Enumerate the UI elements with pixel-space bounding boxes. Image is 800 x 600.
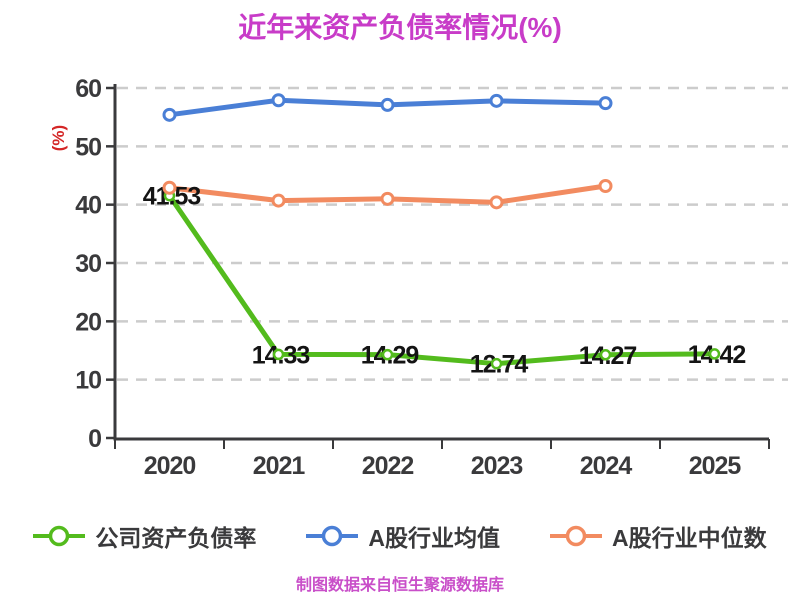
legend-label: A股行业均值	[368, 525, 500, 551]
svg-text:2023: 2023	[471, 452, 523, 480]
svg-text:60: 60	[75, 75, 101, 103]
legend-item-industry-mean[interactable]: A股行业均值	[306, 519, 500, 553]
svg-text:30: 30	[75, 250, 101, 278]
svg-text:2022: 2022	[362, 452, 414, 480]
svg-text:50: 50	[75, 133, 101, 161]
legend-item-company-debt-ratio[interactable]: 公司资产负债率	[33, 519, 256, 553]
legend-line-circle-icon	[306, 525, 359, 547]
svg-text:20: 20	[75, 308, 101, 336]
svg-text:2020: 2020	[144, 452, 196, 480]
legend-line-circle-icon	[33, 525, 86, 547]
svg-text:2021: 2021	[253, 452, 306, 480]
svg-text:(%): (%)	[49, 125, 68, 151]
legend-item-industry-median[interactable]: A股行业中位数	[550, 519, 767, 553]
svg-text:2025: 2025	[689, 452, 742, 480]
chart-source-note: 制图数据来自恒生聚源数据库	[295, 577, 504, 594]
line-chart-plot-area: 0 10 20 30 40 50 60 2020 2021 2022 2023 2024 2025 (%)…	[49, 75, 788, 480]
svg-text:2024: 2024	[580, 452, 633, 480]
legend-line-circle-icon	[550, 525, 602, 547]
legend-label: A股行业中位数	[612, 525, 767, 551]
svg-text:10: 10	[75, 367, 101, 395]
svg-text:40: 40	[75, 192, 101, 220]
chart-title: 近年来资产负债率情况(%)	[238, 12, 562, 43]
svg-text:0: 0	[88, 425, 101, 453]
chart-legend: 公司资产负债率 A股行业均值 A股行业中位数	[0, 519, 800, 553]
legend-label: 公司资产负债率	[95, 525, 257, 551]
